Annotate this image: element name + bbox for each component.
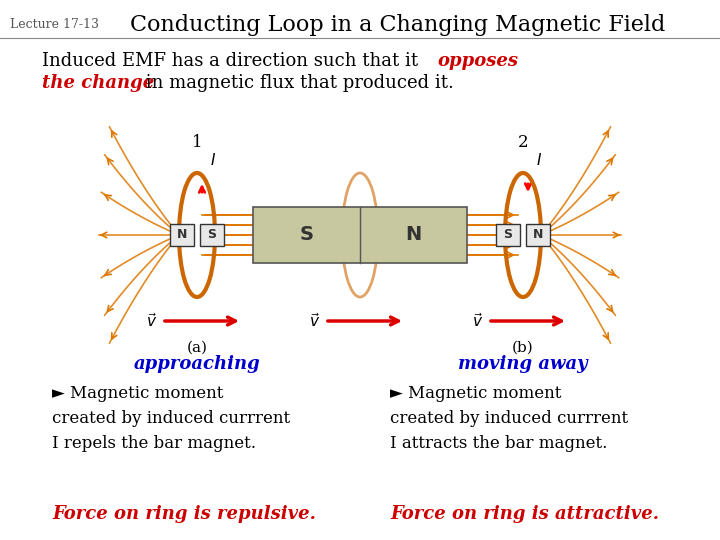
- Text: Conducting Loop in a Changing Magnetic Field: Conducting Loop in a Changing Magnetic F…: [130, 14, 665, 36]
- Text: ► Magnetic moment
created by induced currrent
I attracts the bar magnet.: ► Magnetic moment created by induced cur…: [390, 385, 628, 451]
- Text: N: N: [405, 226, 422, 245]
- Text: I: I: [537, 153, 541, 168]
- Text: opposes: opposes: [437, 52, 518, 70]
- Text: $\vec{v}$: $\vec{v}$: [145, 312, 157, 330]
- Text: Lecture 17-13: Lecture 17-13: [10, 18, 99, 31]
- Text: Force on ring is repulsive.: Force on ring is repulsive.: [52, 505, 316, 523]
- Text: the change: the change: [42, 74, 154, 92]
- Text: S: S: [207, 228, 217, 241]
- Text: N: N: [177, 228, 187, 241]
- Text: $\vec{v}$: $\vec{v}$: [472, 312, 483, 330]
- Text: ► Magnetic moment
created by induced currrent
I repels the bar magnet.: ► Magnetic moment created by induced cur…: [52, 385, 290, 451]
- Text: Induced EMF has a direction such that it: Induced EMF has a direction such that it: [42, 52, 424, 70]
- FancyBboxPatch shape: [170, 224, 194, 246]
- Text: $\vec{v}$: $\vec{v}$: [309, 312, 320, 330]
- Text: I: I: [211, 153, 215, 168]
- Text: in magnetic flux that produced it.: in magnetic flux that produced it.: [140, 74, 454, 92]
- Text: N: N: [533, 228, 543, 241]
- Text: S: S: [300, 226, 313, 245]
- Text: Force on ring is attractive.: Force on ring is attractive.: [390, 505, 659, 523]
- Text: approaching: approaching: [134, 355, 261, 373]
- Text: (a): (a): [186, 341, 207, 355]
- FancyBboxPatch shape: [200, 224, 224, 246]
- Text: 1: 1: [192, 134, 202, 151]
- Text: moving away: moving away: [458, 355, 588, 373]
- Text: 2: 2: [518, 134, 528, 151]
- FancyBboxPatch shape: [526, 224, 550, 246]
- FancyBboxPatch shape: [496, 224, 520, 246]
- Text: S: S: [503, 228, 513, 241]
- Text: (b): (b): [512, 341, 534, 355]
- Bar: [253, 207, 467, 263]
